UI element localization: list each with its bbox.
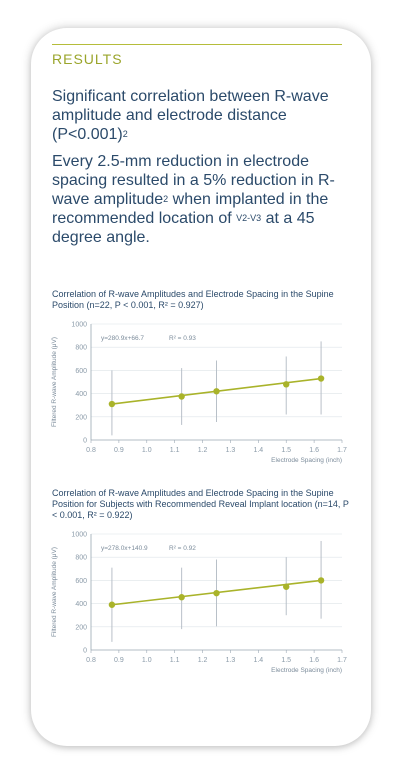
data-point <box>213 589 220 597</box>
chart-2: 0 200 400 600 800 1000 0.8 0.9 1.0 1.1 1.2 1.3 1.4 1.… <box>51 532 347 675</box>
x-tick-label: 1.0 <box>142 447 152 454</box>
r-squared: R² = 0.92 <box>169 545 196 552</box>
x-tick-label: 0.9 <box>114 447 124 454</box>
x-tick-label: 1.3 <box>226 657 236 664</box>
x-tick-label: 1.1 <box>170 657 180 664</box>
y-tick-label: 0 <box>83 438 87 445</box>
headline-superscript: 2 <box>122 129 128 139</box>
x-tick-label: 1.1 <box>170 447 180 454</box>
y-tick-label: 800 <box>75 345 87 352</box>
chart-2-title: Correlation of R-wave Amplitudes and Ele… <box>52 488 349 520</box>
body-part-1: Every 2.5-mm reduction in electrode spac… <box>52 153 335 208</box>
trend-equation: y=278.0x+140.9 <box>101 545 148 552</box>
data-point <box>283 381 290 388</box>
r-squared: R² = 0.93 <box>169 335 196 342</box>
x-tick-label: 1.7 <box>337 447 347 454</box>
data-point <box>108 601 116 608</box>
x-tick-label: 1.0 <box>142 657 152 664</box>
y-tick-label: 1000 <box>71 532 87 539</box>
data-point <box>317 375 325 382</box>
x-tick-label: 1.2 <box>198 657 208 664</box>
results-card <box>31 28 371 746</box>
y-tick-label: 0 <box>83 648 87 655</box>
body-part-3: at a 45 degree angle. <box>52 210 315 246</box>
headline-text: Significant correlation between R-wave a… <box>52 88 329 143</box>
headline: Significant correlation between R-wave a… <box>52 87 352 144</box>
y-axis-label: Filtered R-wave Amplitude (μV) <box>51 547 58 637</box>
data-point <box>108 400 116 408</box>
y-tick-label: 600 <box>75 578 87 585</box>
body-part-2: when implanted in the recommended locati… <box>52 191 329 227</box>
y-axis-label: Filtered R-wave Amplitude (μV) <box>51 337 58 427</box>
chart-1: 0 200 400 600 800 1000 0.8 0.9 1.0 1.1 1.2 1.3 1.4 1.… <box>51 322 347 465</box>
data-point <box>213 388 220 395</box>
y-tick-label: 200 <box>75 624 87 631</box>
x-tick-label: 1.3 <box>226 447 236 454</box>
x-tick-label: 0.8 <box>86 657 96 664</box>
y-tick-label: 600 <box>75 368 87 375</box>
chart-1-title: Correlation of R-wave Amplitudes and Ele… <box>52 289 334 310</box>
section-label: RESULTS <box>52 51 123 67</box>
x-tick-label: 0.9 <box>114 657 124 664</box>
x-tick-label: 1.7 <box>337 657 347 664</box>
y-tick-label: 200 <box>75 414 87 421</box>
body-superscript-1: 2 <box>163 194 169 204</box>
y-tick-label: 400 <box>75 391 87 398</box>
x-tick-label: 1.6 <box>309 447 319 454</box>
x-tick-label: 0.8 <box>86 447 96 454</box>
x-tick-label: 1.2 <box>198 447 208 454</box>
data-point <box>178 594 185 601</box>
x-tick-label: 1.4 <box>253 657 263 664</box>
x-tick-label: 1.6 <box>309 657 319 664</box>
y-tick-label: 400 <box>75 601 87 608</box>
x-tick-label: 1.5 <box>281 657 291 664</box>
x-tick-label: 1.5 <box>281 447 291 454</box>
data-point <box>317 577 325 584</box>
data-point <box>178 393 185 400</box>
x-axis-label: Electrode Spacing (inch) <box>271 457 342 464</box>
trend-equation: y=280.9x+66.7 <box>101 335 144 342</box>
data-point <box>283 583 290 590</box>
x-axis-label: Electrode Spacing (inch) <box>271 667 342 674</box>
x-tick-label: 1.4 <box>253 447 263 454</box>
y-tick-label: 800 <box>75 555 87 562</box>
body-superscript-2: V2-V3 <box>236 213 262 223</box>
body-text: Every 2.5-mm reduction in electrode spac… <box>52 152 352 247</box>
y-tick-label: 1000 <box>71 322 87 329</box>
section-divider <box>52 44 342 45</box>
